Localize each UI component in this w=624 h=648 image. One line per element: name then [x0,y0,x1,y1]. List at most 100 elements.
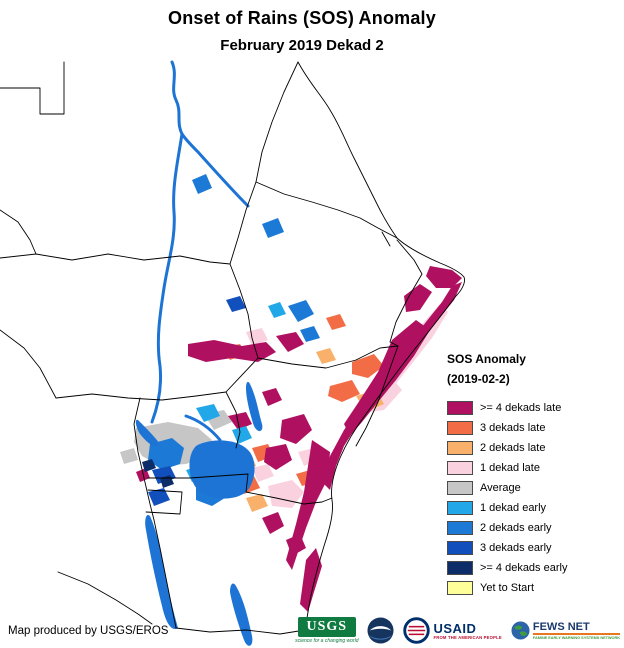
lakes-shape [135,419,160,447]
legend-swatch [447,480,473,495]
legend-swatch [447,440,473,455]
country-borders-shape [255,61,299,183]
noaa-logo-icon-shape [367,617,395,644]
legend-title: SOS Anomaly [447,352,526,366]
legend-swatch [447,500,473,515]
anomaly-4-dekads-late-regions-shape [228,412,252,430]
usgs-logo: USGS science for a changing world [295,617,358,644]
anomaly-2-dekads-early-regions-shape [288,300,314,322]
country-borders [0,61,465,635]
legend-items: >= 4 dekads late 3 dekads late 2 dekads la… [447,400,623,595]
legend-item: Average [447,480,623,495]
usaid-seal-icon [403,617,431,644]
legend-label: 2 dekads early [480,521,552,534]
legend-item: 3 dekads early [447,540,623,555]
anomaly-4-dekads-late-regions-shape [426,266,462,288]
legend-label: 1 dekad late [480,461,540,474]
anomaly-2-dekads-late-regions-shape [246,494,268,512]
country-borders-shape [175,627,306,635]
legend-item: 1 dekad early [447,500,623,515]
country-borders-shape [225,391,241,449]
anomaly-average-regions-shape [120,448,138,464]
anomaly-4-dekads-late-regions-shape [300,548,322,612]
country-borders-shape [355,345,399,447]
anomaly-1-dekad-late-regions-shape [268,480,304,508]
noaa-logo-icon-shape [369,635,393,640]
legend-item: 1 dekad late [447,460,623,475]
country-borders-shape [55,357,259,401]
fewsnet-tagline: FAMINE EARLY WARNING SYSTEMS NETWORK [532,635,620,640]
lakes-shape [189,440,255,499]
anomaly-2-dekads-early-regions-shape [300,326,320,342]
anomaly-3-dekads-late-regions-shape [326,314,346,330]
lakes-shape [230,583,253,646]
noaa-logo-icon [367,617,395,644]
legend-item: >= 4 dekads early [447,560,623,575]
anomaly-4-dekads-early-regions-shape [142,459,156,472]
anomaly-1-dekad-early-regions [186,302,286,482]
legend-label: 2 dekads late [480,441,546,454]
anomaly-4-dekads-late-regions-shape [280,414,312,444]
country-borders-shape [297,61,465,631]
fewsnet-globe-icon [511,621,530,640]
legend-item: 2 dekads early [447,520,623,535]
usaid-tagline: FROM THE AMERICAN PEOPLE [433,634,502,640]
legend-label: 1 dekad early [480,501,547,514]
anomaly-4-dekads-late-regions-shape [262,512,284,534]
anomaly-1-dekad-late-regions-shape [252,464,274,482]
country-borders-shape [389,239,423,347]
anomaly-4-dekads-late-regions-shape [404,284,432,312]
rivers-shape [150,132,184,424]
anomaly-3-dekads-early-regions [148,296,246,506]
usgs-tagline: science for a changing world [295,638,359,644]
anomaly-3-dekads-late-regions-shape [352,354,384,378]
anomaly-3-dekads-early-regions-shape [148,488,170,506]
country-borders-shape [147,473,333,505]
fewsnet-globe-icon-shape [513,625,523,630]
usaid-logo-text: USAID [433,620,477,636]
page-title: Onset of Rains (SOS) Anomaly [168,8,436,28]
usaid-logo: USAID FROM THE AMERICAN PEOPLE [403,617,502,644]
noaa-logo-icon-shape [370,626,392,631]
country-borders-shape [153,519,177,629]
lakes-shape [145,514,178,630]
legend-label: 3 dekads early [480,541,552,554]
country-borders-shape [255,181,398,239]
anomaly-4-dekads-late-regions-shape [286,534,306,556]
logo-bar: USGS science for a changing world USAID … [295,617,620,644]
legend-item: 3 dekads late [447,420,623,435]
legend-label: >= 4 dekads late [480,401,562,414]
anomaly-4-dekads-late-regions-shape [264,444,292,470]
legend-item: >= 4 dekads late [447,400,623,415]
usgs-logo-text: USGS [297,617,356,637]
rivers-shape [170,60,184,136]
legend-swatch [447,520,473,535]
legend-swatch [447,420,473,435]
country-borders-shape [0,209,37,255]
anomaly-1-dekad-early-regions-shape [232,426,252,444]
legend-swatch [447,580,473,595]
anomaly-3-dekads-late-regions-shape [328,380,360,402]
country-borders-shape [145,489,183,515]
legend: SOS Anomaly (2019-02-2) >= 4 dekads late… [447,352,623,600]
rivers-shape [184,414,222,442]
legend-label: Yet to Start [480,581,535,594]
country-borders-shape [0,253,231,265]
anomaly-4-dekads-late-regions-shape [262,388,282,406]
lakes-shape [246,381,263,432]
lakes [135,381,263,646]
legend-swatch [447,560,473,575]
legend-item: Yet to Start [447,580,623,595]
legend-swatch [447,540,473,555]
legend-date: (2019-02-2) [447,372,510,386]
fewsnet-globe-icon-shape [511,621,530,640]
legend-swatch [447,400,473,415]
anomaly-3-dekads-early-regions-shape [226,296,246,312]
fewsnet-globe-icon-shape [519,631,528,636]
rivers [150,60,250,442]
rivers-shape [180,132,250,208]
country-borders-shape [381,231,391,247]
fewsnet-logo: FEWS NET FAMINE EARLY WARNING SYSTEMS NE… [511,621,620,640]
